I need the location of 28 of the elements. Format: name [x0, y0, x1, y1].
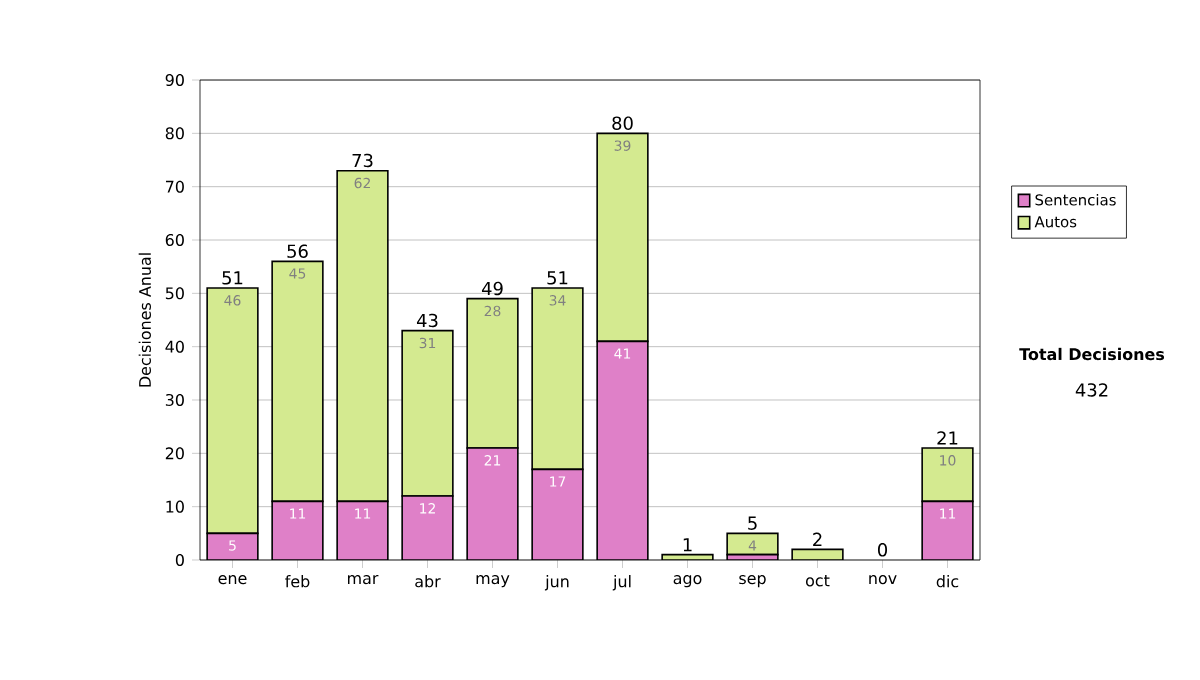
total-label: 51	[547, 271, 568, 285]
bar	[597, 341, 648, 560]
total-label: 80	[612, 116, 633, 130]
bar	[531, 287, 584, 471]
bar	[271, 260, 324, 503]
bar	[337, 501, 388, 560]
text: 432	[1075, 383, 1108, 397]
total-label: 5	[748, 516, 757, 530]
bar	[596, 132, 649, 343]
bar	[206, 287, 259, 535]
total-label: 21	[937, 431, 958, 445]
bar	[921, 447, 974, 503]
total-label: 0	[877, 543, 888, 557]
total-label: 51	[222, 271, 243, 285]
total-label: 1	[683, 538, 692, 552]
bar	[532, 469, 583, 560]
bar	[467, 448, 518, 560]
bar	[272, 501, 323, 560]
bar	[402, 496, 453, 560]
bar	[466, 297, 519, 449]
total-label: 43	[416, 313, 438, 328]
total-label: 49	[481, 281, 503, 296]
total-label: 2	[813, 532, 822, 546]
bar	[921, 500, 974, 560]
total-label: 56	[287, 244, 308, 258]
bar	[336, 169, 389, 503]
total-label: 73	[352, 153, 373, 168]
bar	[401, 329, 454, 497]
